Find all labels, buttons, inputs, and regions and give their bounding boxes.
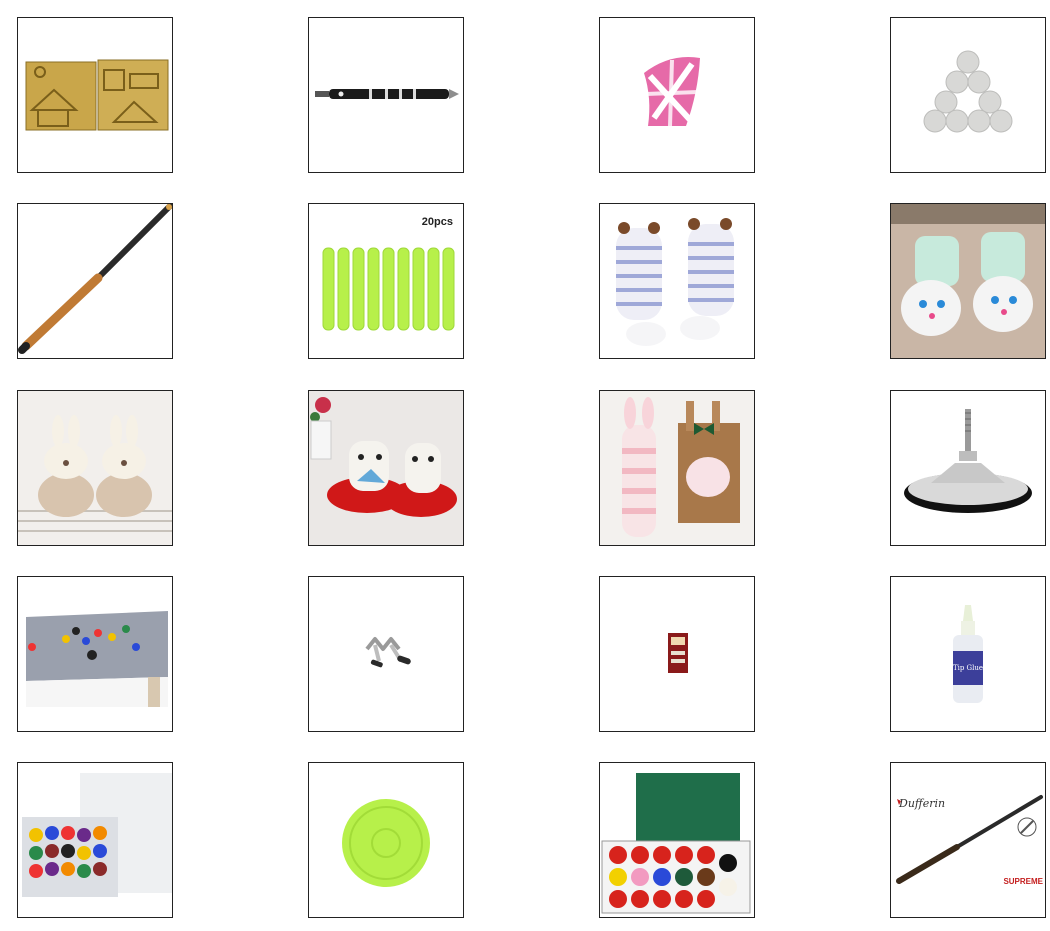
- gold-mould-image: [25, 59, 169, 131]
- product-tile-air-hockey-puck[interactable]: [308, 762, 464, 918]
- cat-socks-image: [891, 204, 1045, 358]
- bunny-socks-box-image: [600, 391, 754, 545]
- ball-set-box-image: [22, 773, 172, 897]
- product-tile-cue-advert[interactable]: Dufferin SUPREME: [890, 762, 1046, 918]
- red-cat-shoes-image: [309, 391, 463, 545]
- quantity-caption: 20pcs: [421, 216, 453, 228]
- glue-label-text: Tip Glue: [953, 664, 983, 672]
- foam-darts-image: [322, 247, 455, 331]
- product-tile-bunny-socks-box[interactable]: [599, 390, 755, 546]
- pool-table-image: [26, 611, 168, 707]
- product-tile-foam-darts[interactable]: 20pcs: [308, 203, 464, 359]
- white-balls-image: [923, 50, 1013, 133]
- bear-socks-image: [616, 218, 734, 346]
- glue-bottle-image: Tip Glue: [953, 605, 983, 703]
- cue-stand-image: [904, 409, 1032, 513]
- product-tile-gold-mould[interactable]: [17, 17, 173, 173]
- dart-shaft-image: [315, 89, 459, 99]
- snooker-balls-image: [601, 773, 751, 914]
- product-tile-dart-flight[interactable]: [599, 17, 755, 173]
- product-tile-cue-stick[interactable]: [17, 203, 173, 359]
- product-tile-tip-glue[interactable]: Tip Glue: [890, 576, 1046, 732]
- tip-pack-image: [668, 633, 688, 673]
- bridge-head-image: [365, 637, 411, 668]
- product-tile-cue-stand[interactable]: [890, 390, 1046, 546]
- product-tile-white-balls[interactable]: [890, 17, 1046, 173]
- product-tile-ball-set-box[interactable]: [17, 762, 173, 918]
- dart-flight-image: [644, 57, 700, 127]
- product-tile-bridge-head[interactable]: [308, 576, 464, 732]
- product-tile-bunny-booties[interactable]: [17, 390, 173, 546]
- supreme-caption: SUPREME: [1003, 877, 1043, 886]
- product-tile-red-cat-shoes[interactable]: [308, 390, 464, 546]
- bunny-booties-image: [18, 391, 172, 545]
- product-tile-pool-table[interactable]: [17, 576, 173, 732]
- brand-logo-text: Dufferin: [899, 797, 946, 810]
- cue-advert-image: [896, 795, 1043, 884]
- puck-image: [342, 799, 430, 887]
- product-tile-dart-shaft[interactable]: [308, 17, 464, 173]
- product-tile-bear-socks[interactable]: [599, 203, 755, 359]
- product-tile-snooker-balls[interactable]: [599, 762, 755, 918]
- cue-stick-image: [18, 204, 172, 354]
- product-tile-tip-pack[interactable]: [599, 576, 755, 732]
- product-tile-cat-socks[interactable]: [890, 203, 1046, 359]
